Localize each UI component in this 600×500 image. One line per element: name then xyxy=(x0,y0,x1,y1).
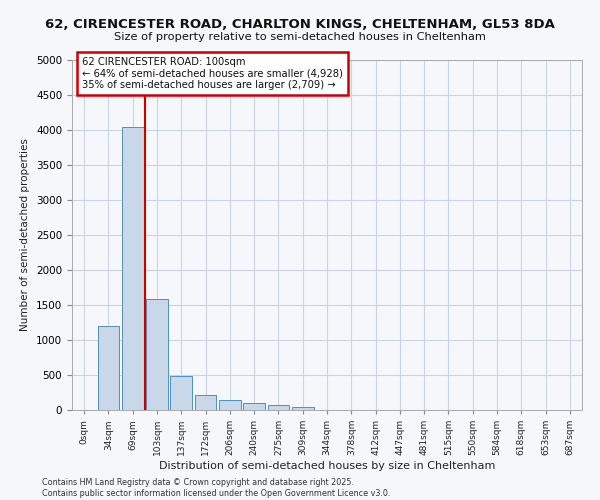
Bar xyxy=(194,396,217,410)
Bar xyxy=(292,406,314,410)
Bar xyxy=(219,400,241,410)
Bar xyxy=(122,126,143,410)
Text: Contains HM Land Registry data © Crown copyright and database right 2025.
Contai: Contains HM Land Registry data © Crown c… xyxy=(42,478,391,498)
Text: Size of property relative to semi-detached houses in Cheltenham: Size of property relative to semi-detach… xyxy=(114,32,486,42)
Text: 62, CIRENCESTER ROAD, CHARLTON KINGS, CHELTENHAM, GL53 8DA: 62, CIRENCESTER ROAD, CHARLTON KINGS, CH… xyxy=(45,18,555,30)
Y-axis label: Number of semi-detached properties: Number of semi-detached properties xyxy=(20,138,31,332)
Bar xyxy=(243,404,265,410)
Bar xyxy=(146,300,168,410)
Bar xyxy=(268,405,289,410)
X-axis label: Distribution of semi-detached houses by size in Cheltenham: Distribution of semi-detached houses by … xyxy=(159,461,495,471)
Bar xyxy=(170,376,192,410)
Text: 62 CIRENCESTER ROAD: 100sqm
← 64% of semi-detached houses are smaller (4,928)
35: 62 CIRENCESTER ROAD: 100sqm ← 64% of sem… xyxy=(82,56,343,90)
Bar xyxy=(97,326,119,410)
